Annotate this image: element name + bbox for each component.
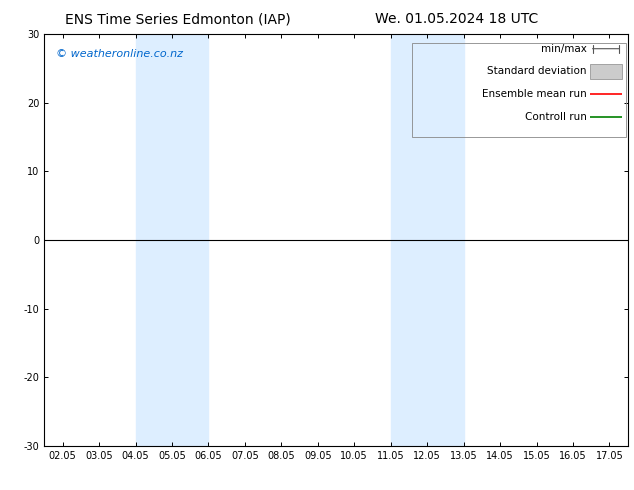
Bar: [412, 43, 626, 137]
Text: Ensemble mean run: Ensemble mean run: [482, 89, 587, 99]
Text: Controll run: Controll run: [525, 112, 587, 122]
Text: We. 01.05.2024 18 UTC: We. 01.05.2024 18 UTC: [375, 12, 538, 26]
Text: min/max: min/max: [541, 44, 587, 54]
Bar: [391, 34, 463, 446]
Text: © weatheronline.co.nz: © weatheronline.co.nz: [56, 49, 183, 59]
Text: ENS Time Series Edmonton (IAP): ENS Time Series Edmonton (IAP): [65, 12, 290, 26]
Text: Standard deviation: Standard deviation: [488, 66, 587, 76]
Bar: [590, 64, 622, 78]
Bar: [136, 34, 209, 446]
